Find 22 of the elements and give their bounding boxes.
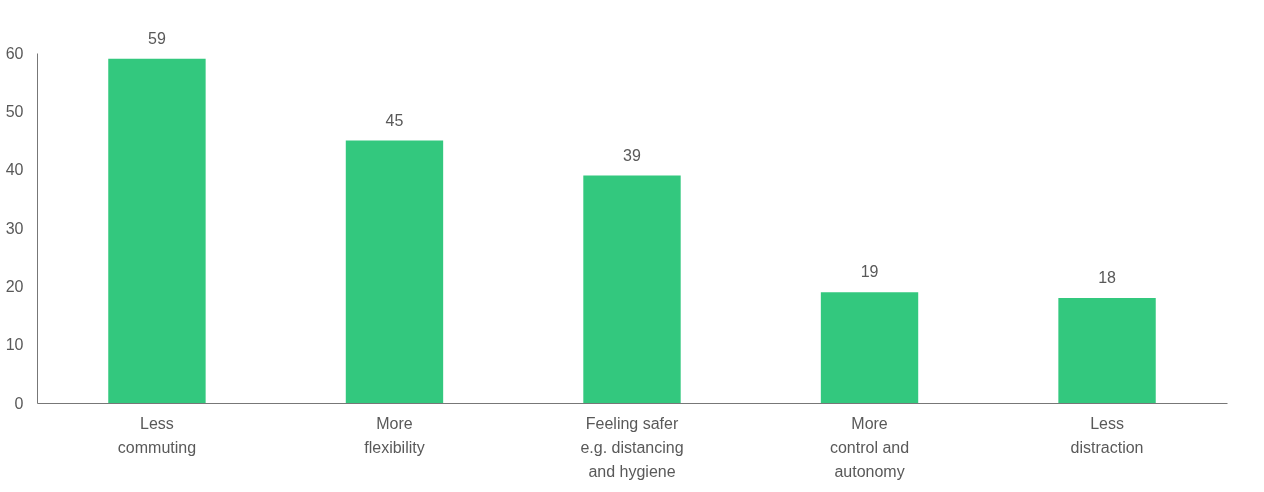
data-label: 19 [860,263,879,281]
y-tick-label: 20 [5,277,24,295]
y-tick-label: 30 [5,219,24,237]
y-tick-label: 10 [5,336,24,354]
y-tick-label: 60 [5,44,24,62]
data-label: 18 [1098,269,1117,286]
bar [583,175,681,403]
bar [108,58,206,403]
x-tick-label: More flexibility [364,414,425,456]
bar [820,292,919,403]
x-tick-label: Less commuting [117,414,197,456]
y-tick-label: 40 [5,161,24,179]
bar [345,140,444,403]
data-label: 59 [148,29,166,47]
x-tick-label: More control and autonomy [829,414,910,480]
data-label: 39 [623,146,641,164]
y-tick-label: 0 [14,394,24,412]
x-tick-label: Feeling safer e.g. distancing and hygiene [580,414,684,480]
y-tick-label: 50 [5,102,24,120]
bar [1058,298,1156,403]
x-tick-label: Less distraction [1070,414,1144,456]
data-label: 45 [385,111,404,129]
